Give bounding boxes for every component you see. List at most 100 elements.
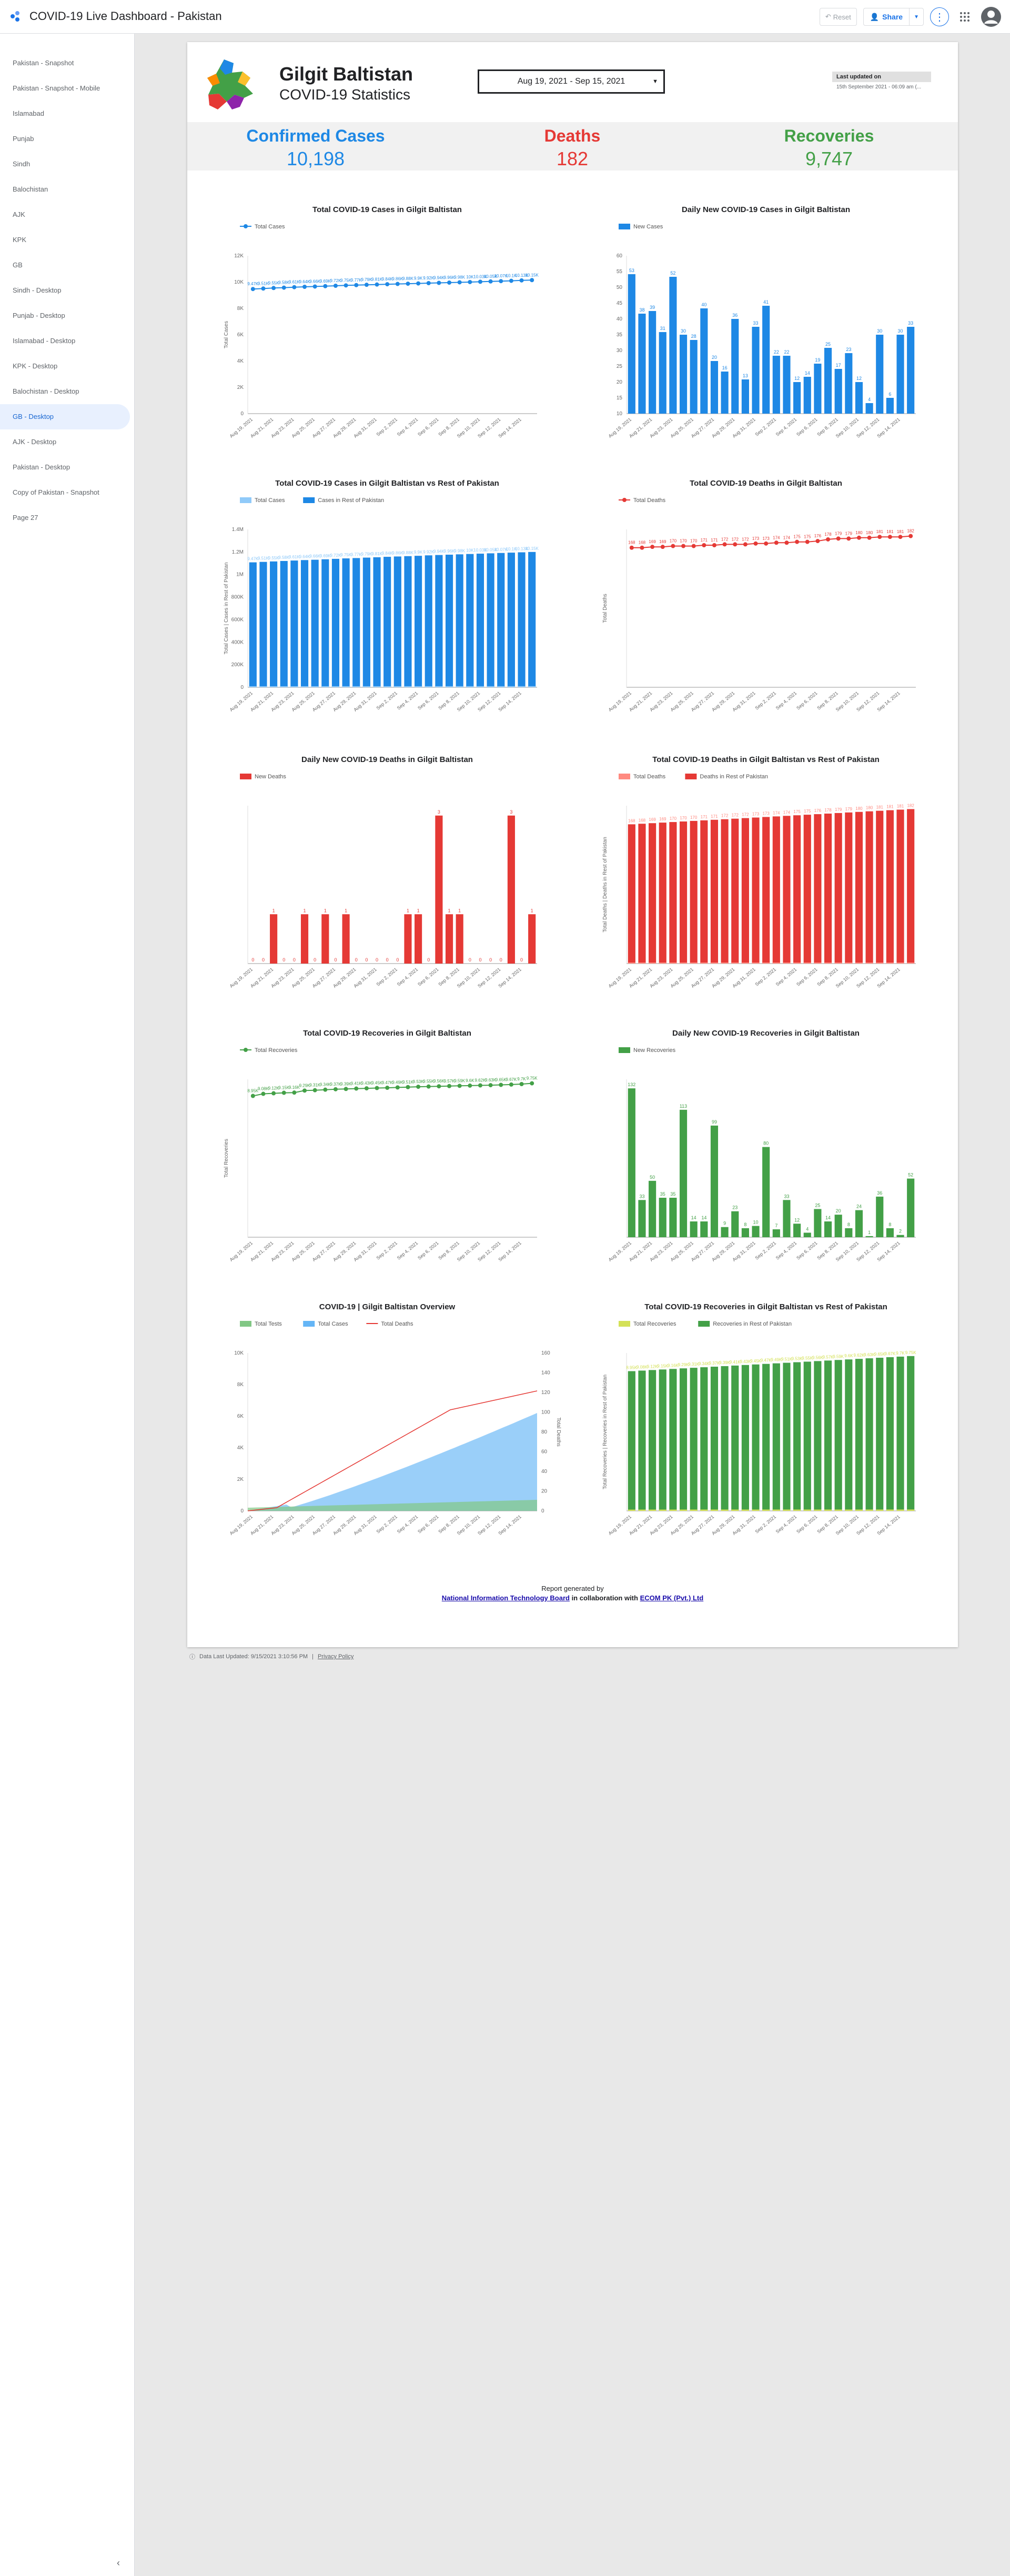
date-range-picker[interactable]: Aug 19, 2021 - Sep 15, 2021 ▼ [478, 69, 665, 94]
bar [383, 686, 391, 687]
data-label: 9.12K [647, 1364, 659, 1369]
sidebar-item[interactable]: Pakistan - Snapshot - Mobile [13, 84, 100, 92]
chart-title: Total COVID-19 Recoveries in Gilgit Balt… [303, 1029, 471, 1038]
bar [415, 686, 422, 687]
bar [783, 816, 791, 964]
bar [741, 1509, 749, 1511]
sidebar-item[interactable]: Page 27 [13, 514, 38, 522]
bar [896, 1356, 904, 1511]
data-label: 52 [908, 1172, 913, 1178]
y-tick-label: 55 [617, 269, 623, 275]
chart-legend: Total Cases Cases in Rest of Pakistan [240, 497, 384, 504]
google-apps-icon[interactable] [955, 7, 974, 26]
data-point [416, 1085, 421, 1089]
sidebar-item[interactable]: Punjab [13, 135, 34, 143]
data-label: 9.29K [678, 1362, 690, 1367]
bar [793, 1509, 801, 1511]
y-tick-label: 10 [617, 411, 623, 417]
bar [752, 817, 760, 964]
y2-tick-label: 60 [541, 1449, 548, 1455]
data-point [364, 1086, 369, 1091]
data-label: 9.57K [823, 1355, 834, 1359]
data-point [344, 1087, 348, 1091]
bar [659, 1369, 666, 1511]
sidebar-item[interactable]: Pakistan - Snapshot [13, 59, 74, 67]
bar [803, 815, 811, 964]
data-label: 9.88K [402, 550, 414, 555]
legend-swatch [244, 1048, 248, 1052]
bar [700, 1367, 708, 1511]
bar [803, 1509, 811, 1511]
sidebar-item[interactable]: GB [13, 261, 23, 269]
collapse-sidebar-icon[interactable]: ‹ [117, 2558, 120, 2568]
x-tick-label: Sep 6, 2021 [795, 690, 819, 711]
sidebar-item[interactable]: Sindh - Desktop [13, 286, 62, 294]
bar [690, 820, 698, 964]
share-button[interactable]: 👤 Share ▼ [863, 8, 924, 26]
data-label: 180 [866, 530, 873, 535]
reset-button[interactable]: ↶ Reset [819, 8, 857, 26]
data-label: 10.13K [515, 273, 529, 278]
bar [721, 1509, 729, 1511]
bar [876, 963, 884, 964]
sidebar-item[interactable]: KPK - Desktop [13, 362, 58, 370]
bar [700, 963, 708, 964]
data-point [281, 285, 286, 290]
bar [803, 1361, 811, 1511]
bar [772, 963, 780, 964]
data-label: 10.05K [484, 547, 498, 552]
bar [445, 914, 453, 964]
data-label: 182 [907, 529, 914, 534]
nitb-link[interactable]: National Information Technology Board [441, 1594, 570, 1602]
bar [300, 560, 309, 687]
data-point [457, 1084, 462, 1088]
sidebar-item[interactable]: Sindh [13, 160, 31, 168]
privacy-policy-link[interactable]: Privacy Policy [317, 1653, 354, 1660]
data-label: 35 [660, 1191, 665, 1197]
bar [669, 1369, 677, 1511]
bar [638, 314, 646, 414]
bar [321, 686, 329, 687]
data-label: 36 [877, 1190, 882, 1196]
deaths-line [247, 1390, 538, 1511]
y-tick-label: 60 [617, 253, 623, 259]
sidebar-item[interactable]: GB - Desktop [0, 404, 130, 429]
x-tick-label: Aug 31, 2021 [352, 417, 377, 439]
data-label: 9.43K [361, 1081, 372, 1086]
sidebar-item[interactable]: Copy of Pakistan - Snapshot [13, 488, 99, 496]
collab-text: in collaboration with [569, 1594, 640, 1602]
ecom-link[interactable]: ECOM PK (Pvt.) Ltd [640, 1594, 704, 1602]
account-avatar-icon[interactable] [981, 6, 1002, 27]
x-tick-label: Sep 4, 2021 [775, 690, 798, 711]
data-point [250, 1094, 255, 1098]
more-options-icon[interactable]: ⋮ [930, 7, 949, 26]
sidebar-item[interactable]: KPK [13, 236, 27, 244]
bar [518, 552, 526, 687]
share-dropdown-icon[interactable]: ▼ [909, 8, 923, 25]
sidebar-item[interactable]: AJK [13, 211, 25, 218]
data-point [691, 544, 696, 548]
y-axis-label: Total Cases | Cases in Rest of Pakistan [224, 563, 229, 655]
bar [679, 821, 688, 964]
data-label: 9.94K [433, 549, 445, 554]
data-label: 9.47K [761, 1358, 772, 1363]
report-footer: Report generated by National Information… [187, 1584, 958, 1603]
sidebar-item[interactable]: Islamabad - Desktop [13, 337, 76, 345]
data-label: 9.12K [268, 1086, 280, 1091]
bar [772, 816, 780, 964]
bar [649, 1509, 656, 1511]
series-line [252, 279, 532, 290]
bar [679, 963, 688, 964]
sidebar-item[interactable]: Pakistan - Desktop [13, 463, 70, 471]
sidebar-item[interactable]: Balochistan [13, 185, 48, 193]
sidebar-item[interactable]: Balochistan - Desktop [13, 387, 79, 395]
sidebar-item[interactable]: Punjab - Desktop [13, 312, 65, 319]
y-tick-label: 30 [617, 348, 623, 354]
sidebar-item[interactable]: AJK - Desktop [13, 438, 57, 446]
sidebar-item[interactable]: Islamabad [13, 109, 44, 117]
bar [907, 1178, 915, 1237]
data-label: 0 [376, 957, 378, 963]
bar [752, 963, 760, 964]
data-point [385, 1086, 390, 1090]
